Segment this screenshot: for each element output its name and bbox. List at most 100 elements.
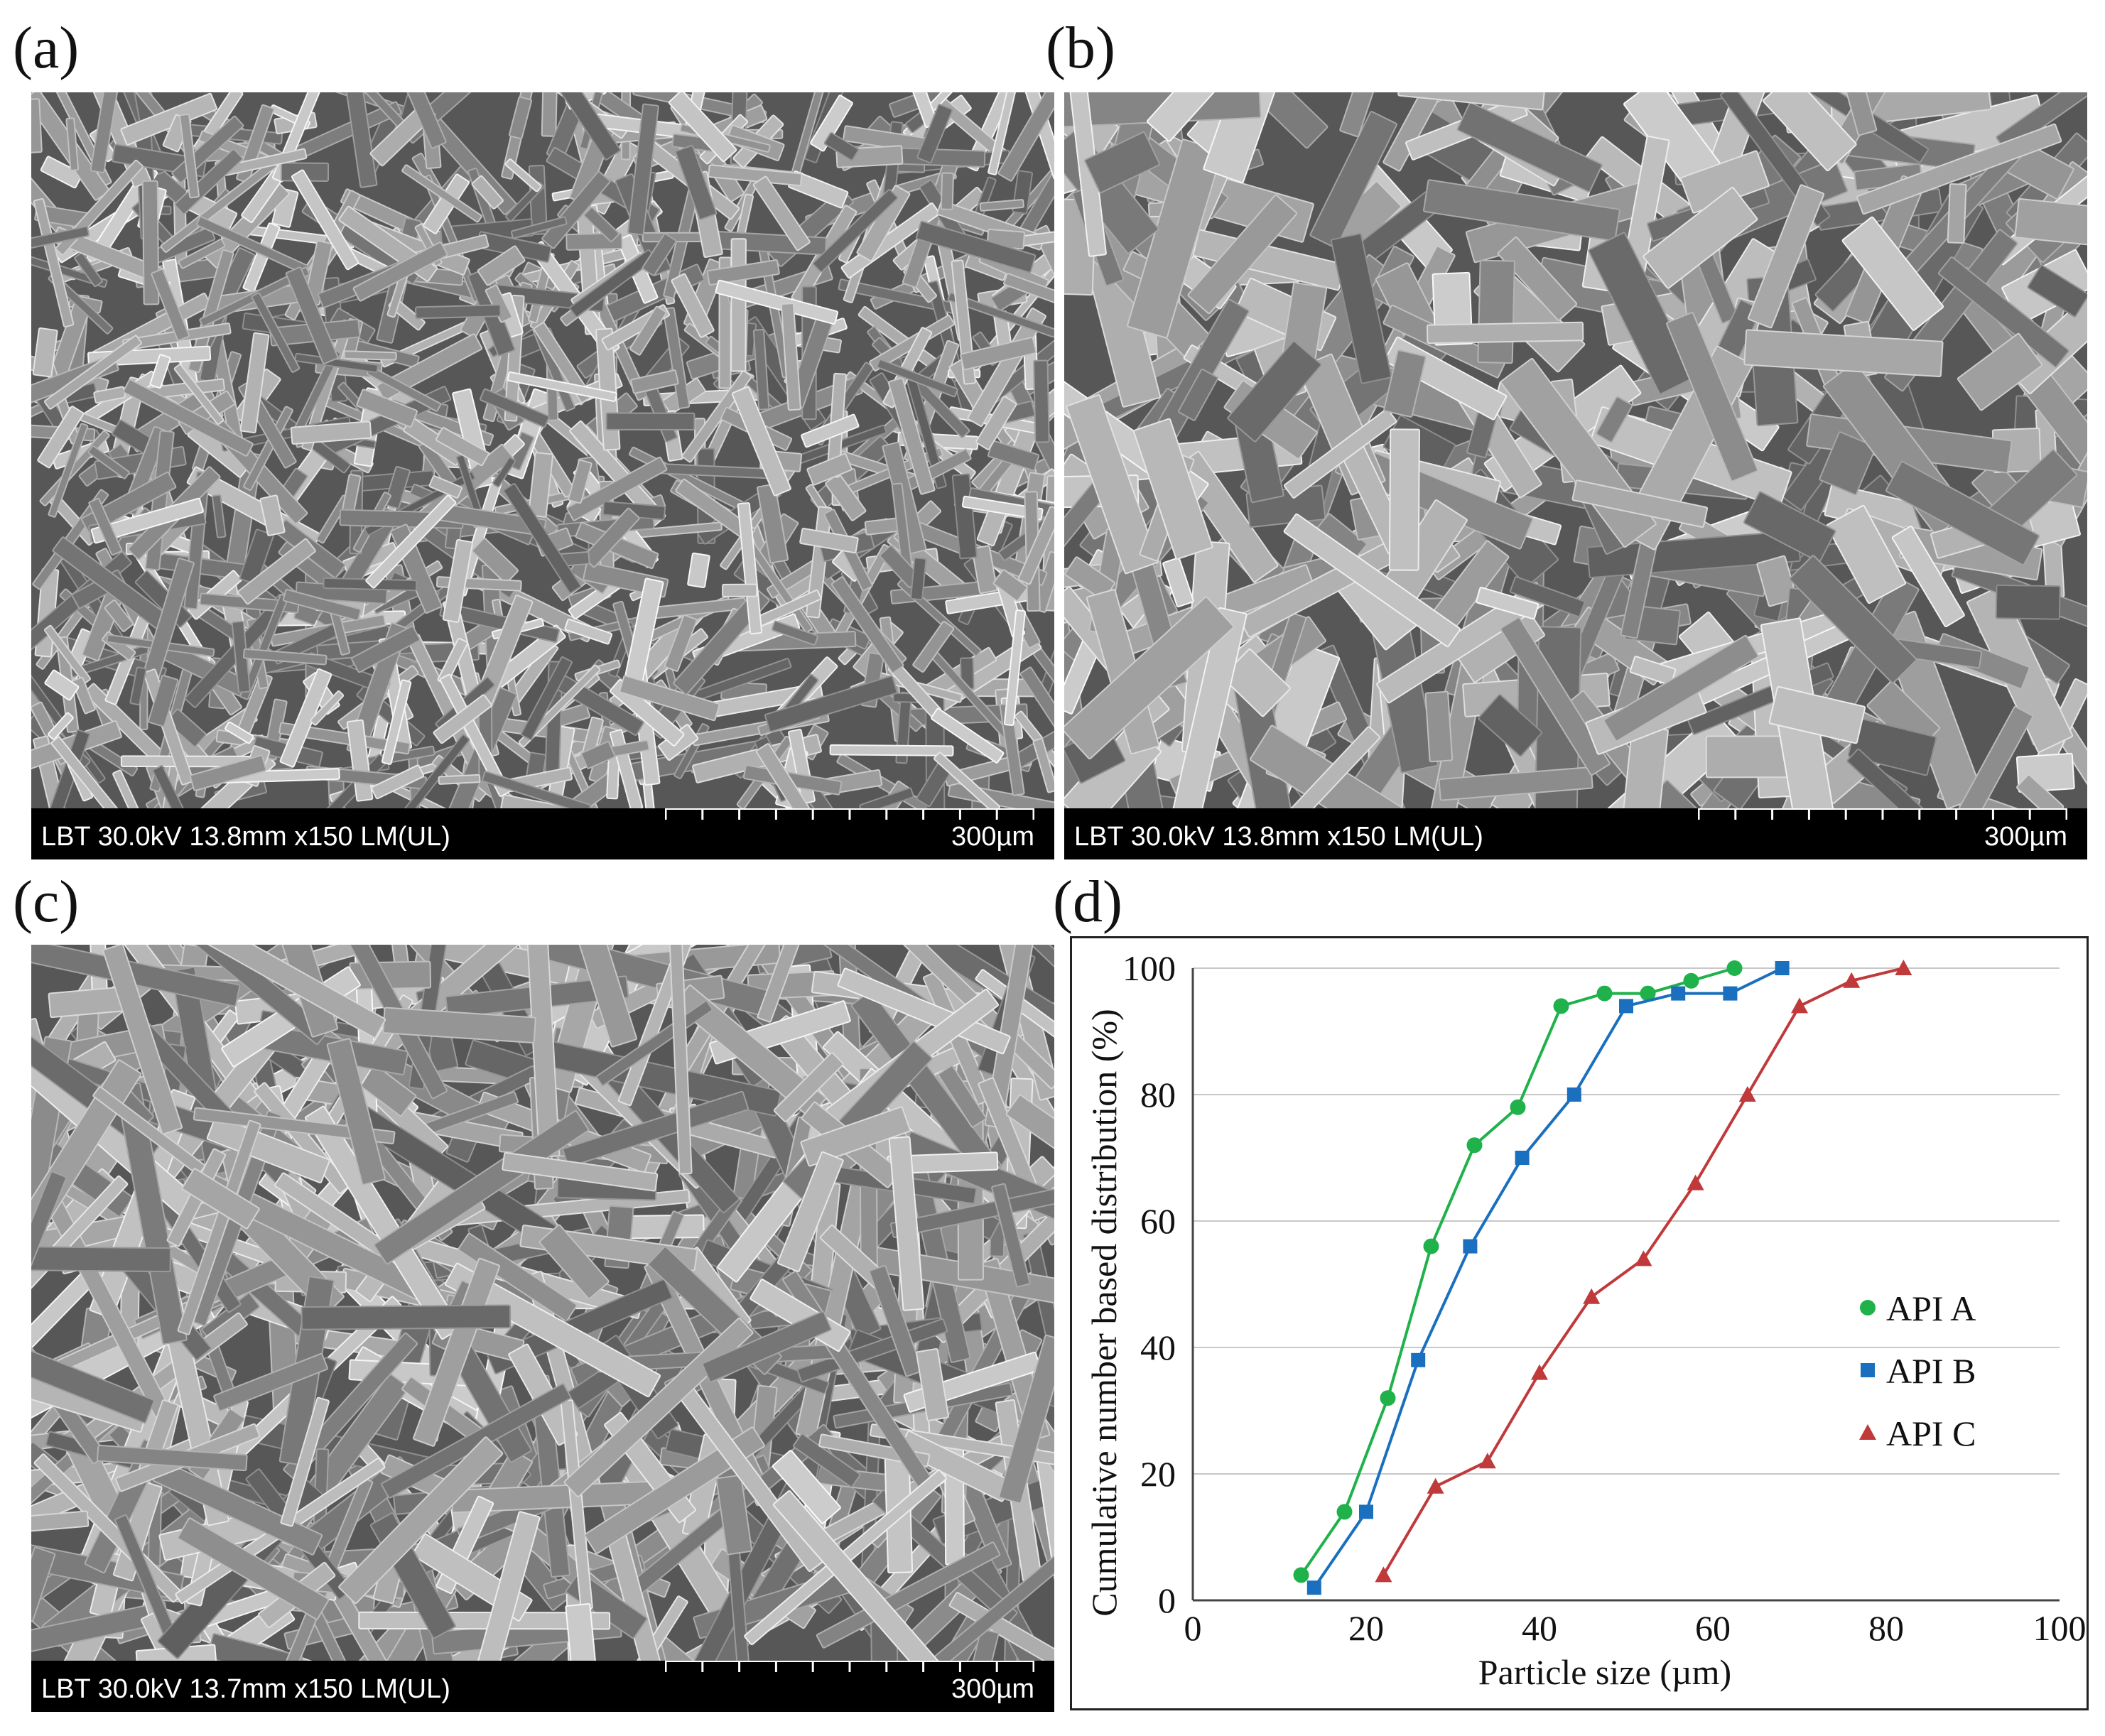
crystal-texture	[31, 92, 1054, 808]
scale-label: 300µm	[951, 1674, 1034, 1704]
crystal-particle	[1497, 236, 1578, 321]
x-tick-label: 0	[1184, 1608, 1202, 1648]
x-tick-label: 40	[1522, 1608, 1557, 1648]
crystal-particle	[459, 1511, 541, 1661]
crystal-particle	[776, 1151, 844, 1272]
crystal-particle	[31, 1171, 67, 1269]
crystal-particle	[423, 173, 470, 234]
legend-marker	[1861, 1363, 1875, 1377]
crystal-particle	[1596, 396, 1633, 443]
crystal-particle	[33, 197, 75, 328]
crystal-particle	[148, 674, 179, 727]
scale-bar-ticks	[665, 808, 1034, 820]
crystal-particle	[31, 1245, 171, 1273]
crystal-particle	[584, 1426, 765, 1554]
crystal-particle	[869, 1423, 1054, 1477]
crystal-particle	[330, 945, 448, 1100]
crystal-particle	[801, 413, 860, 448]
crystal-particle	[31, 1546, 56, 1622]
crystal-particle	[31, 1342, 155, 1424]
crystal-particle	[1856, 123, 2062, 215]
y-tick-label: 0	[1158, 1580, 1176, 1620]
crystal-particle	[224, 721, 254, 744]
sem-info-text: LBT 30.0kV 13.8mm x150 LM(UL)	[1074, 822, 1483, 852]
data-point	[1583, 1288, 1601, 1304]
data-point	[1687, 1174, 1704, 1190]
crystal-particle	[1763, 92, 1857, 172]
crystal-particle	[1227, 340, 1322, 443]
crystal-particle	[1789, 555, 1917, 684]
y-axis-title: Cumulative number based distribution (%)	[1084, 1009, 1124, 1616]
crystal-particle	[1424, 690, 1454, 763]
sem-info-text: LBT 30.0kV 13.7mm x150 LM(UL)	[41, 1674, 450, 1704]
crystal-particle	[1084, 131, 1161, 194]
crystal-particle	[438, 774, 481, 785]
crystal-particle	[1438, 766, 1593, 801]
crystal-particle	[290, 421, 372, 445]
crystal-particle	[1819, 431, 1877, 496]
crystal-particle	[1240, 92, 1329, 149]
crystal-texture	[31, 945, 1054, 1661]
crystal-particle	[541, 92, 559, 137]
crystal-particle	[520, 656, 573, 741]
data-point	[1375, 1566, 1392, 1583]
crystal-particle	[915, 220, 1037, 273]
crystal-particle	[88, 497, 123, 556]
crystal-particle	[730, 238, 747, 372]
crystal-particle	[31, 1510, 90, 1532]
crystal-particle	[533, 322, 592, 403]
crystal-particle	[630, 369, 679, 394]
crystal-particle	[1643, 186, 1758, 289]
crystal-particle	[1017, 506, 1054, 585]
data-point	[1306, 1580, 1321, 1595]
crystal-particle	[31, 1059, 142, 1285]
crystal-particle	[961, 495, 1044, 521]
crystal-particle	[1603, 634, 1759, 742]
series-line-api-c	[1382, 967, 1904, 1576]
crystal-particle	[1019, 666, 1054, 740]
data-point	[1553, 998, 1569, 1014]
sem-info-bar: LBT 30.0kV 13.8mm x150 LM(UL) 300µm	[1064, 808, 2087, 859]
crystal-particle	[837, 967, 1011, 1055]
legend-label: API A	[1886, 1289, 1976, 1328]
crystal-particle	[904, 1548, 1054, 1661]
crystal-particle	[971, 545, 998, 595]
crystal-particle	[90, 92, 121, 174]
crystal-particle	[480, 388, 550, 428]
crystal-particle	[757, 945, 818, 1023]
crystal-particle	[151, 268, 190, 342]
crystal-particle	[737, 502, 763, 635]
crystal-particle	[1500, 617, 1611, 776]
crystal-particle	[74, 251, 103, 288]
legend-label: API B	[1886, 1351, 1976, 1391]
crystal-particle	[772, 1490, 942, 1661]
crystal-particle	[675, 145, 718, 220]
crystal-particle	[1283, 408, 1397, 499]
crystal-particle	[213, 1352, 328, 1412]
crystal-particle	[916, 104, 953, 164]
crystal-particle	[806, 452, 853, 486]
crystal-particle	[1330, 233, 1392, 384]
crystal-particle	[967, 1628, 1000, 1661]
crystal-particle	[31, 1533, 185, 1600]
crystal-particle	[664, 614, 698, 672]
crystal-particle	[668, 92, 737, 163]
y-tick-label: 60	[1140, 1201, 1176, 1241]
crystal-particle	[912, 621, 955, 673]
scale-label: 300µm	[1984, 822, 2067, 852]
data-point	[1726, 960, 1743, 976]
crystal-particle	[239, 528, 274, 585]
crystal-particle	[444, 1262, 661, 1398]
x-tick-label: 60	[1695, 1608, 1731, 1648]
crystal-particle	[830, 576, 904, 673]
crystal-particle	[102, 945, 183, 1135]
crystal-particle	[533, 92, 621, 161]
crystal-particle	[764, 675, 898, 732]
crystal-particle	[938, 1065, 987, 1128]
crystal-particle	[780, 303, 801, 411]
crystal-particle	[667, 945, 693, 1175]
crystal-particle	[1826, 504, 1907, 604]
sem-info-bar: LBT 30.0kV 13.8mm x150 LM(UL) 300µm	[31, 808, 1054, 859]
x-tick-label: 80	[1868, 1608, 1904, 1648]
crystal-particle	[471, 175, 504, 210]
